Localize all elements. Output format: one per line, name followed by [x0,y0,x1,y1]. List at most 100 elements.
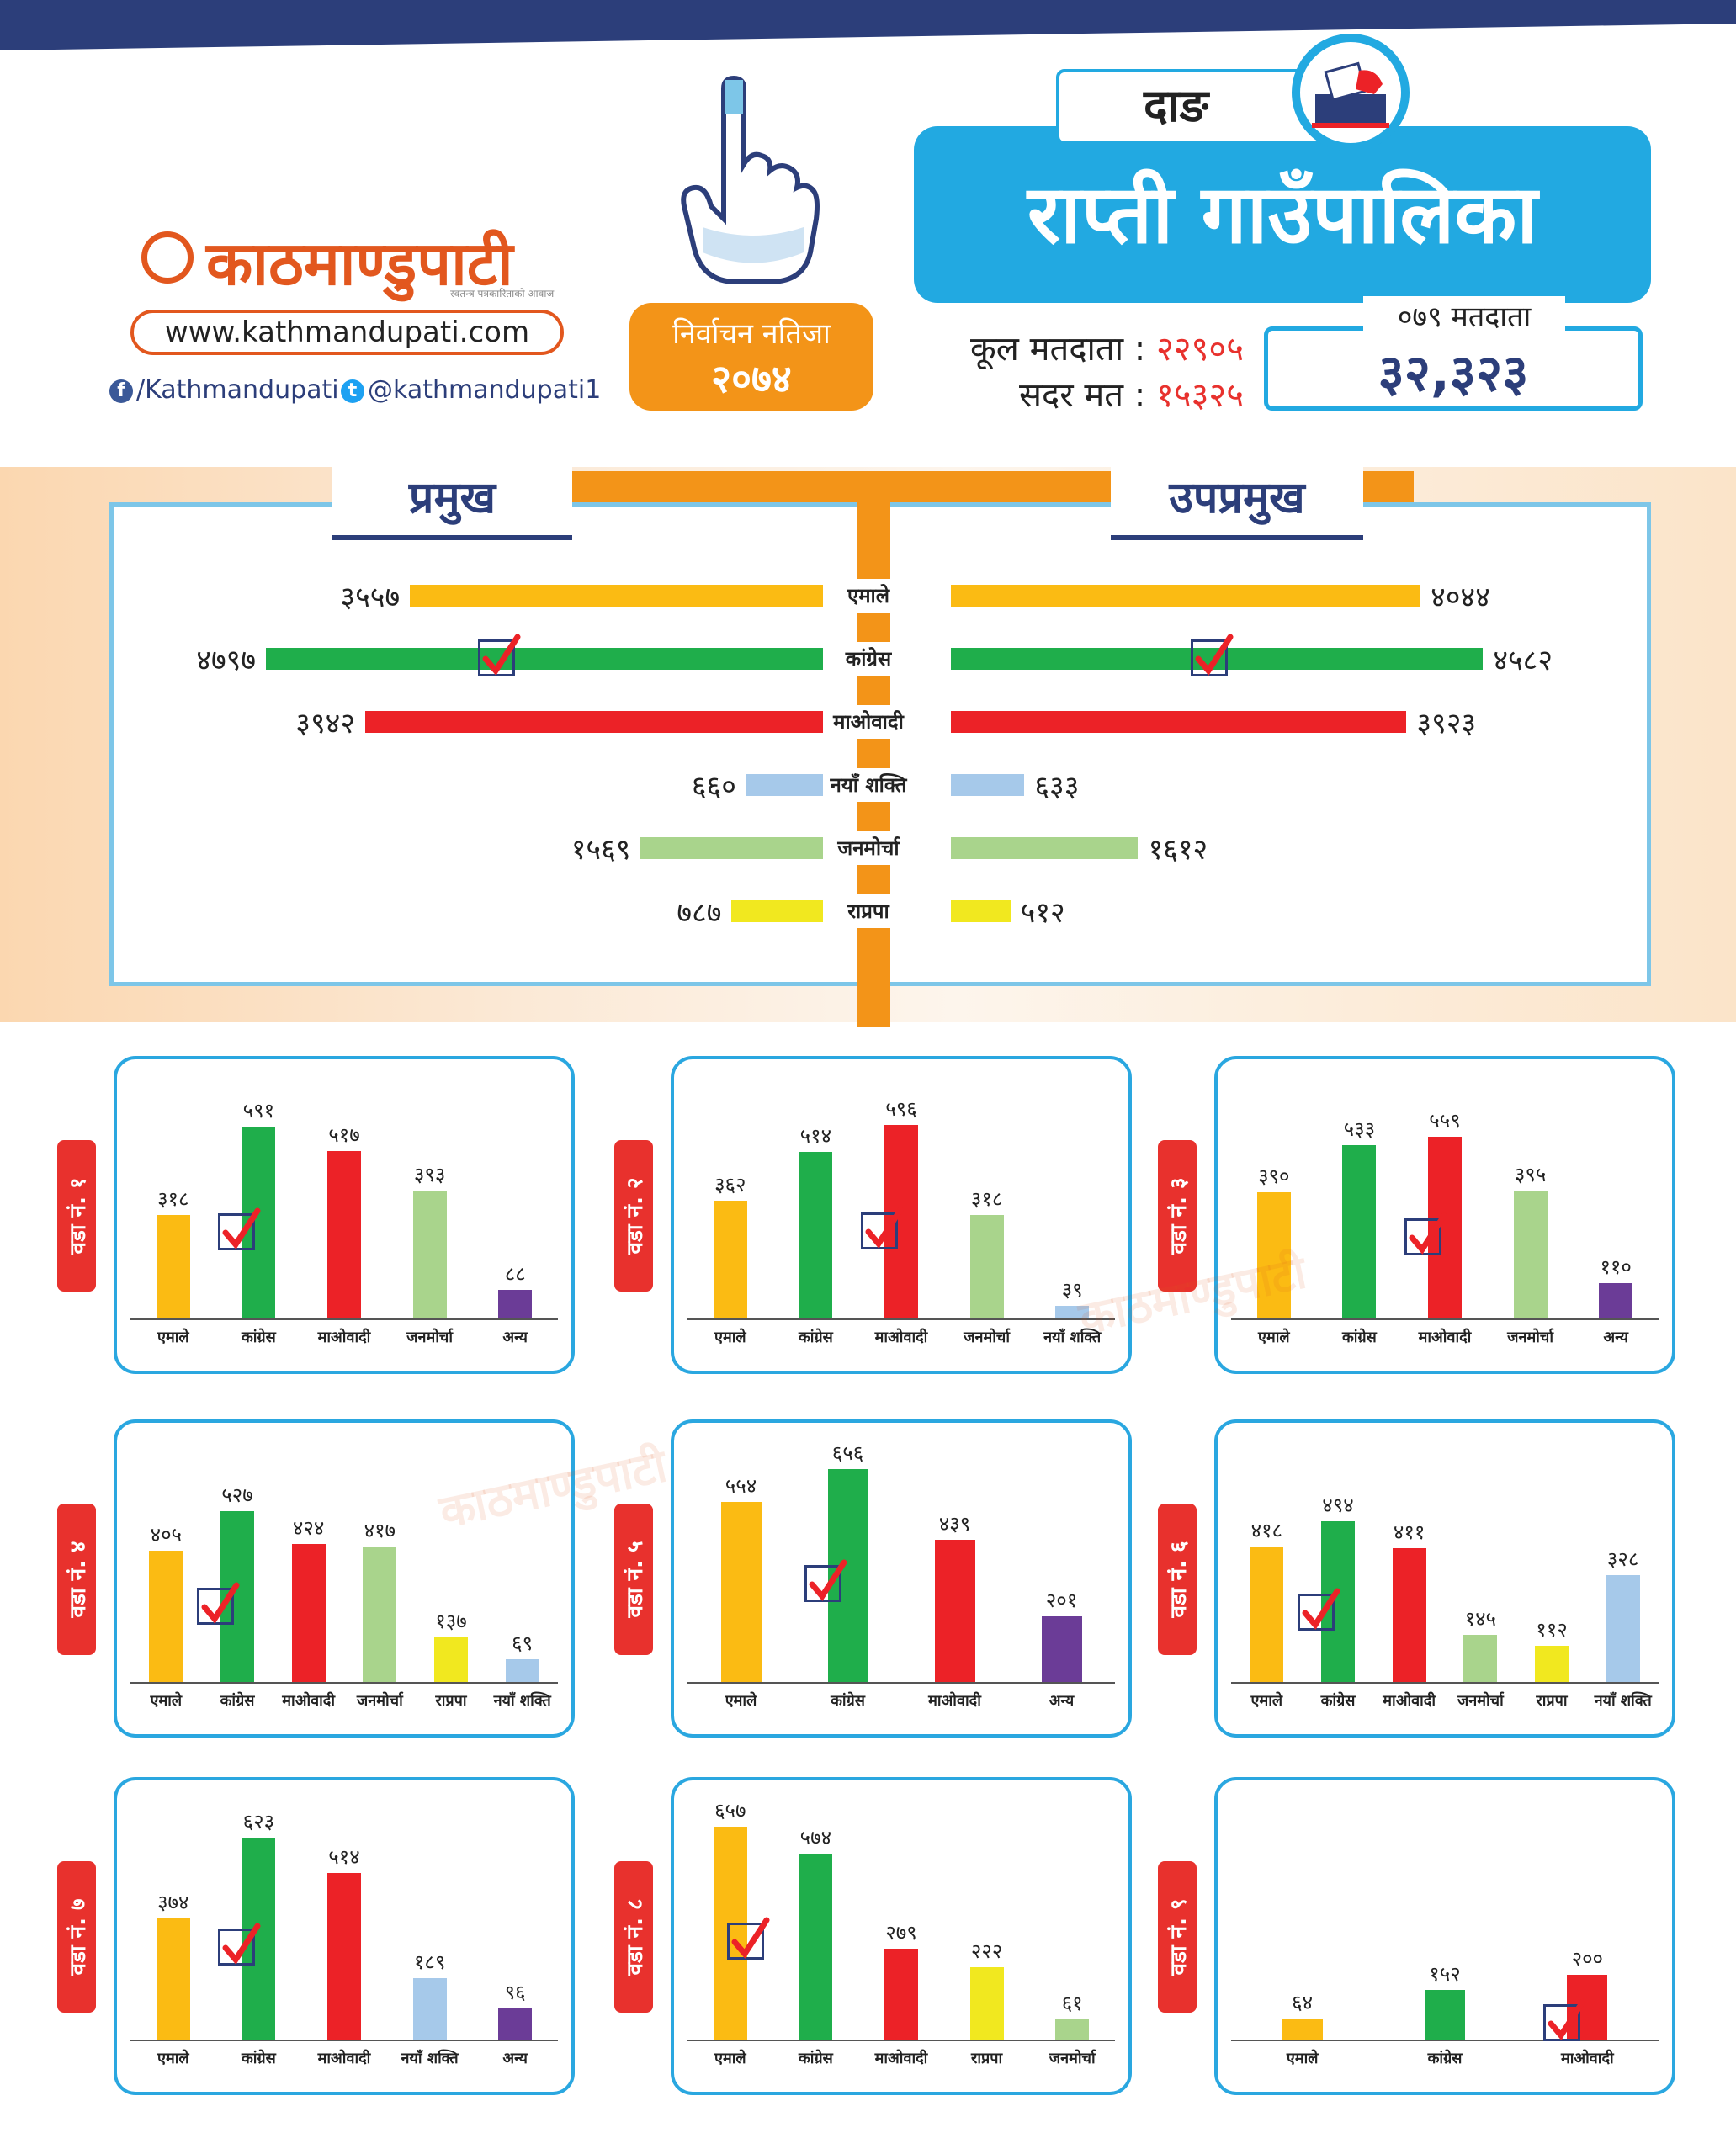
ward-bar-value: ३९५ [1488,1160,1574,1188]
ward-bar-value: ५५४ [687,1472,794,1499]
ward-number-tab: वडा नं. ४ [57,1504,96,1655]
ward-bar-value: ६५७ [687,1796,773,1824]
ward-category-label: जनमोर्चा [1024,2048,1120,2068]
ward-bar-value: २७९ [858,1918,944,1946]
ward-number-label: वडा नं. ४ [61,1541,92,1617]
ward-bar [1463,1635,1497,1682]
ward-bar-value: ४२४ [273,1514,344,1541]
ward-category-label: जनमोर्चा [339,1690,421,1711]
ward-bar-value: ४११ [1373,1518,1445,1546]
ward-category-label: कांग्रेस [768,2048,864,2068]
ward-bar-value: ३९३ [387,1160,473,1188]
ward-bar [292,1544,326,1682]
ward-bar-value: ६९ [486,1629,558,1657]
ward-number-tab: वडा नं. ६ [1158,1504,1197,1655]
ward-bar [1514,1191,1548,1318]
ward-winner-check-icon [727,1923,764,1960]
ward-bar-value: ५१७ [301,1121,387,1149]
ward-bar-value: ३१८ [944,1185,1030,1212]
ward-category-label: कांग्रेस [211,2048,307,2068]
ward-bar [1055,2019,1089,2040]
ward-category-label: माओवादी [296,2048,392,2068]
ward-bar [1042,1616,1082,1682]
ward-number-label: वडा नं. २ [618,1177,649,1254]
ward-category-label: कांग्रेस [768,1327,864,1347]
ward-bar [799,1854,832,2040]
ward-number-label: वडा नं. ३ [1162,1177,1192,1254]
ward-bar-value: ३९० [1231,1162,1317,1190]
ward-bar [1599,1283,1632,1318]
ward-number-tab: वडा नं. ८ [614,1861,653,2013]
ward-number-label: वडा नं. १ [61,1177,92,1254]
ward-winner-check-icon [1404,1218,1441,1255]
ward-bar-value: ५९६ [858,1095,944,1122]
ward-bar [721,1502,762,1682]
ward-winner-check-icon [861,1212,898,1249]
ward-bar-value: ११२ [1516,1616,1588,1643]
ward-bar [363,1547,396,1682]
ward-bar-value: ५१४ [773,1122,859,1149]
ward-bar [498,2008,532,2040]
ward-bar [1282,2019,1323,2040]
ward-axis-line [1231,1318,1659,1320]
ward-bar [157,1918,190,2040]
ward-category-label: माओवादी [896,1690,1013,1711]
ward-bar-value: ५९१ [216,1096,302,1124]
ward-category-label: एमाले [682,1327,778,1347]
ward-bar-value: ५२७ [202,1481,273,1509]
ward-bar [970,1967,1004,2040]
ward-bar-value: ४९४ [1303,1491,1374,1519]
ward-category-label: राप्रपा [411,1690,492,1711]
ward-bar-value: ३२८ [1587,1545,1659,1573]
ward-winner-check-icon [218,1213,255,1250]
ward-bar-value: ४१८ [1231,1516,1303,1544]
ward-bar-value: ९६ [472,1978,558,2006]
ward-category-label: राप्रपा [939,2048,1035,2068]
ward-category-label: नयाँ शक्ति [382,2048,478,2068]
ward-bar-value: १४५ [1445,1605,1516,1632]
ward-number-tab: वडा नं. १ [57,1140,96,1292]
ward-bar-value: ६२३ [216,1807,302,1835]
ward-winner-check-icon [218,1929,255,1966]
ward-bar [1535,1646,1569,1682]
ward-bar-value: ५१४ [301,1843,387,1870]
ward-category-label: कांग्रेस [1368,2048,1521,2068]
ward-bar-value: ३७४ [130,1888,216,1916]
ward-bar-value: २०० [1516,1944,1659,1972]
ward-bar [327,1151,361,1318]
ward-axis-line [130,2040,558,2041]
ward-bar-value: ३६२ [687,1170,773,1198]
ward-bar [799,1152,832,1318]
ward-category-label: कांग्रेस [197,1690,279,1711]
ward-bar-value: ४३९ [901,1509,1008,1537]
ward-bar-value: २०१ [1008,1586,1115,1614]
ward-number-label: वडा नं. ८ [618,1898,649,1975]
ward-bar-value: ६४ [1231,1988,1373,2016]
ward-bar [1606,1575,1640,1682]
ward-number-tab: वडा नं. ९ [1158,1861,1197,2013]
ward-category-label: अन्य [467,1327,563,1347]
ward-bar-value: ६५६ [794,1439,901,1467]
ward-category-label: एमाले [682,1690,799,1711]
ward-bar-value: ५५९ [1402,1106,1488,1134]
ward-bar [506,1659,539,1682]
ward-winner-check-icon [804,1565,841,1602]
ward-bar [1425,1990,1465,2040]
ward-bar [1342,1145,1376,1318]
ward-axis-line [687,1682,1115,1684]
ward-bar-value: ४१७ [344,1516,416,1544]
ward-category-label: जनमोर्चा [939,1327,1035,1347]
ward-category-label: माओवादी [1511,2048,1664,2068]
ward-axis-line [1231,2040,1659,2041]
ward-category-label: एमाले [125,1690,207,1711]
ward-category-label: माओवादी [853,2048,949,2068]
ward-bar-value: १८९ [387,1948,473,1976]
ward-bar [935,1540,975,1682]
ward-category-label: कांग्रेस [1298,1690,1379,1711]
ward-category-label: कांग्रेस [789,1690,906,1711]
ward-bar [1250,1547,1283,1682]
ward-bar [884,1949,918,2040]
ward-number-tab: वडा नं. ५ [614,1504,653,1655]
ward-category-label: माओवादी [1368,1690,1450,1711]
